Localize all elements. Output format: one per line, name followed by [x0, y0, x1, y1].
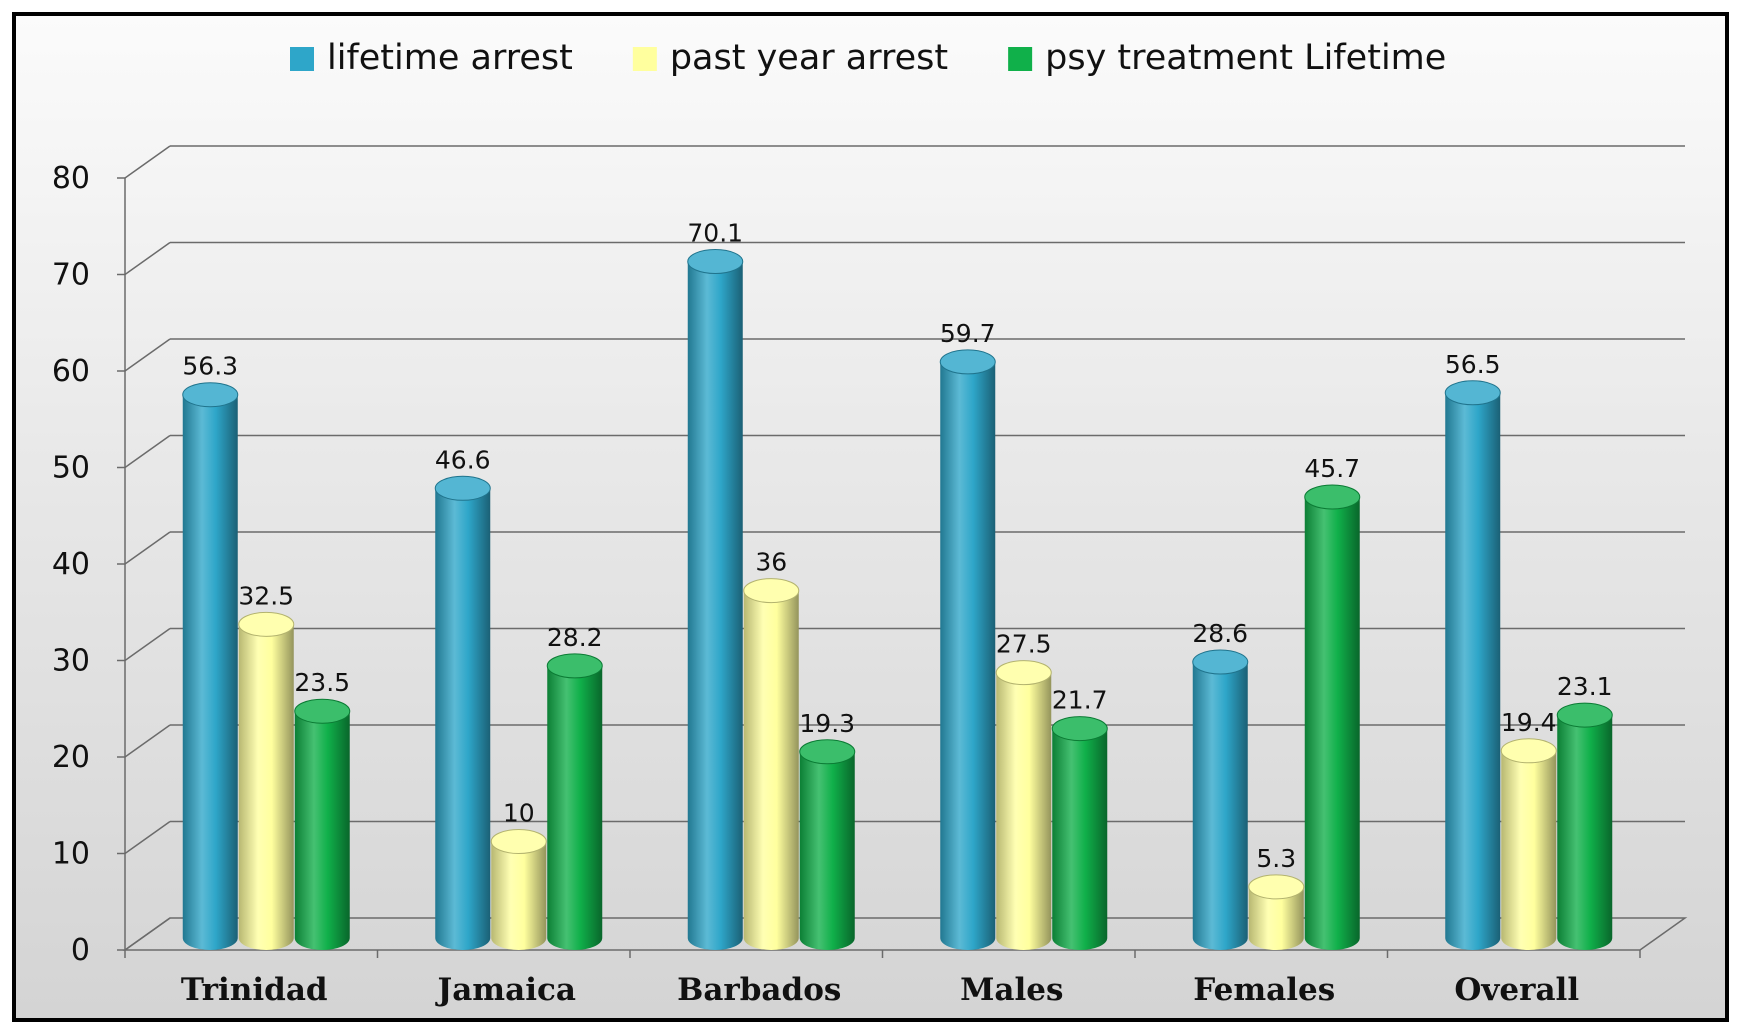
y-tick-label: 0 — [71, 933, 90, 968]
side-gridline — [124, 531, 171, 565]
side-gridline — [124, 820, 171, 855]
data-label: 19.3 — [799, 709, 855, 738]
bar-cap — [294, 698, 351, 724]
bar-cap — [182, 382, 239, 408]
bar-jamaica-1 — [491, 841, 547, 951]
x-tick-label: Males — [960, 972, 1063, 1008]
side-gridline — [124, 724, 171, 758]
bar-overall-2 — [1557, 715, 1613, 951]
data-label: 56.3 — [182, 352, 238, 381]
side-gridline — [124, 338, 171, 372]
data-label: 19.4 — [1501, 708, 1557, 737]
side-gridline — [124, 627, 171, 662]
bar-males-2 — [1052, 728, 1108, 951]
bar-barbados-2 — [799, 751, 855, 951]
data-label: 56.5 — [1445, 350, 1501, 379]
data-label: 28.2 — [547, 623, 603, 652]
data-label: 59.7 — [940, 319, 996, 348]
bar-cap — [939, 349, 996, 375]
bar-cap — [1304, 484, 1361, 510]
bar-males-0 — [940, 361, 996, 951]
bar-cap — [238, 611, 295, 637]
legend-swatch — [290, 47, 314, 71]
bar-barbados-1 — [743, 590, 799, 951]
y-tick-label: 70 — [52, 258, 90, 293]
side-gridline — [124, 145, 171, 179]
bar-females-2 — [1304, 496, 1360, 951]
bar-cap — [1444, 380, 1501, 406]
data-label: 70.1 — [687, 219, 743, 248]
x-tick-label: Females — [1193, 972, 1335, 1008]
bar-cap — [546, 653, 603, 679]
data-label: 36 — [755, 548, 787, 577]
bar-cap — [1248, 874, 1305, 900]
bar-cap — [1192, 649, 1249, 675]
data-label: 23.5 — [294, 668, 350, 697]
y-tick-label: 40 — [52, 547, 90, 582]
data-label: 10 — [503, 799, 535, 828]
bar-cap — [799, 739, 856, 765]
bar-barbados-0 — [687, 261, 743, 951]
x-tick-label: Trinidad — [181, 972, 328, 1008]
data-label: 5.3 — [1256, 844, 1296, 873]
bar-trinidad-1 — [238, 624, 294, 951]
legend-swatch — [632, 47, 657, 71]
bar-cap — [687, 249, 744, 275]
y-tick-label: 10 — [52, 837, 90, 872]
bar-females-1 — [1248, 886, 1304, 951]
x-tick-label: Jamaica — [435, 972, 576, 1008]
bar-trinidad-0 — [182, 394, 238, 951]
legend-swatch — [1008, 47, 1033, 71]
bar-females-0 — [1192, 662, 1248, 951]
bar-overall-1 — [1501, 750, 1557, 951]
legend-label: past year arrest — [670, 38, 948, 78]
x-tick-label: Overall — [1454, 972, 1579, 1008]
bar-cap — [995, 660, 1052, 686]
y-tick-label: 80 — [52, 161, 90, 196]
bar-overall-0 — [1445, 392, 1501, 951]
data-label: 32.5 — [238, 581, 294, 610]
data-label: 27.5 — [996, 630, 1052, 659]
data-label: 46.6 — [435, 445, 491, 474]
y-tick-label: 20 — [52, 740, 90, 775]
side-gridline — [124, 434, 171, 469]
bar-cap — [1500, 738, 1557, 764]
bar-cap — [1051, 716, 1108, 742]
bar-cap — [490, 829, 547, 854]
bar-cap — [743, 578, 800, 604]
bar-jamaica-0 — [435, 488, 491, 951]
y-tick-label: 60 — [52, 354, 90, 389]
bar-trinidad-2 — [294, 711, 350, 951]
y-tick-label: 30 — [52, 644, 90, 679]
side-gridline — [124, 241, 171, 276]
bar-males-1 — [996, 672, 1052, 951]
legend-label: psy treatment Lifetime — [1045, 38, 1446, 78]
data-label: 21.7 — [1052, 686, 1108, 715]
bar-jamaica-2 — [547, 665, 603, 951]
data-label: 45.7 — [1304, 454, 1360, 483]
data-label: 23.1 — [1557, 672, 1613, 701]
data-label: 28.6 — [1192, 619, 1248, 648]
legend-label: lifetime arrest — [327, 38, 573, 78]
x-tick-label: Barbados — [677, 972, 841, 1008]
bar-cap — [1556, 702, 1613, 728]
bar-cap — [434, 475, 491, 501]
y-tick-label: 50 — [52, 451, 90, 486]
